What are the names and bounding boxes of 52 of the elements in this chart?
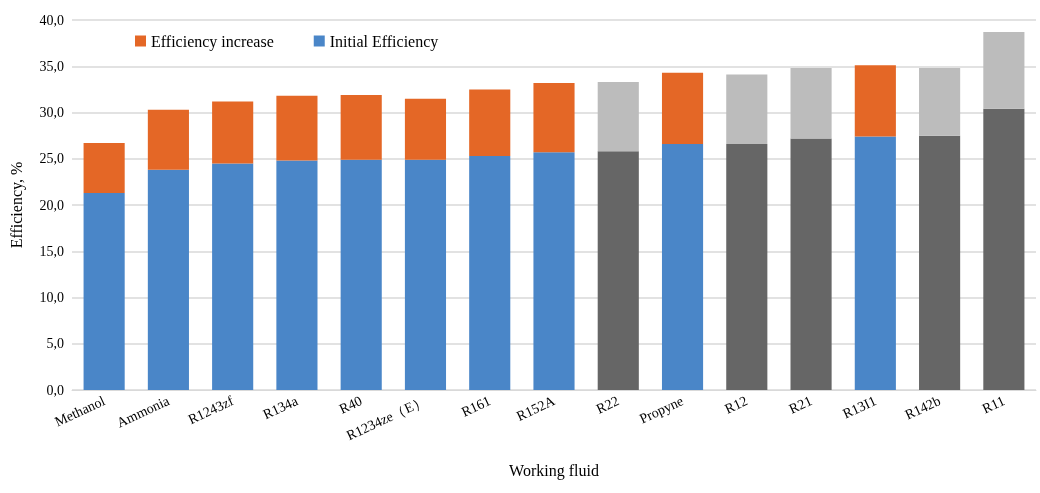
bar (790, 68, 832, 139)
bar (597, 151, 639, 390)
legend-label: Efficiency increase (151, 32, 274, 51)
x-tick-label: R21 (786, 393, 815, 417)
y-tick-label: 10,0 (39, 290, 64, 305)
bar (597, 81, 639, 152)
bar (340, 159, 382, 390)
x-tick-label: R13I1 (840, 393, 879, 422)
y-tick-label: 20,0 (39, 197, 64, 213)
bar (276, 160, 318, 390)
bar (276, 95, 318, 161)
y-tick-label: 30,0 (39, 105, 64, 120)
y-tick-label: 0,0 (46, 382, 64, 398)
x-tick-label: R11 (980, 393, 1008, 417)
bar (983, 32, 1025, 109)
bar (790, 138, 832, 390)
bar (854, 65, 896, 137)
bar (404, 159, 447, 390)
bar (533, 152, 575, 390)
y-tick-label: 40,0 (39, 12, 64, 28)
x-axis-title: Working fluid (509, 461, 599, 480)
legend-label: Initial Efficiency (329, 32, 439, 51)
bar (212, 163, 254, 390)
x-tick-label: R161 (459, 393, 493, 420)
bar (661, 72, 704, 144)
bar (854, 136, 896, 390)
bar (726, 74, 768, 144)
y-tick-label: 5,0 (46, 336, 64, 352)
x-tick-label: R142b (902, 393, 943, 423)
bar (661, 143, 704, 390)
bar (83, 143, 125, 193)
bar (83, 192, 125, 390)
x-tick-label: R40 (336, 393, 365, 417)
y-tick-label: 35,0 (39, 58, 64, 74)
bar (340, 94, 382, 160)
bar (726, 143, 768, 390)
x-tick-label: R12 (722, 393, 750, 417)
y-tick-label: 25,0 (39, 151, 64, 167)
bar (919, 68, 961, 136)
bar (983, 108, 1025, 390)
bar (919, 135, 961, 390)
bar (147, 169, 189, 390)
y-axis-title: Efficiency, % (7, 161, 26, 249)
bar (469, 155, 511, 390)
bar (404, 98, 447, 160)
bar (533, 82, 575, 153)
y-tick-label: 15,0 (39, 243, 64, 259)
bar (469, 89, 511, 156)
bar (147, 109, 189, 170)
x-tick-label: R134a (260, 392, 301, 423)
bar (212, 101, 254, 164)
x-tick-label: R22 (593, 393, 622, 417)
